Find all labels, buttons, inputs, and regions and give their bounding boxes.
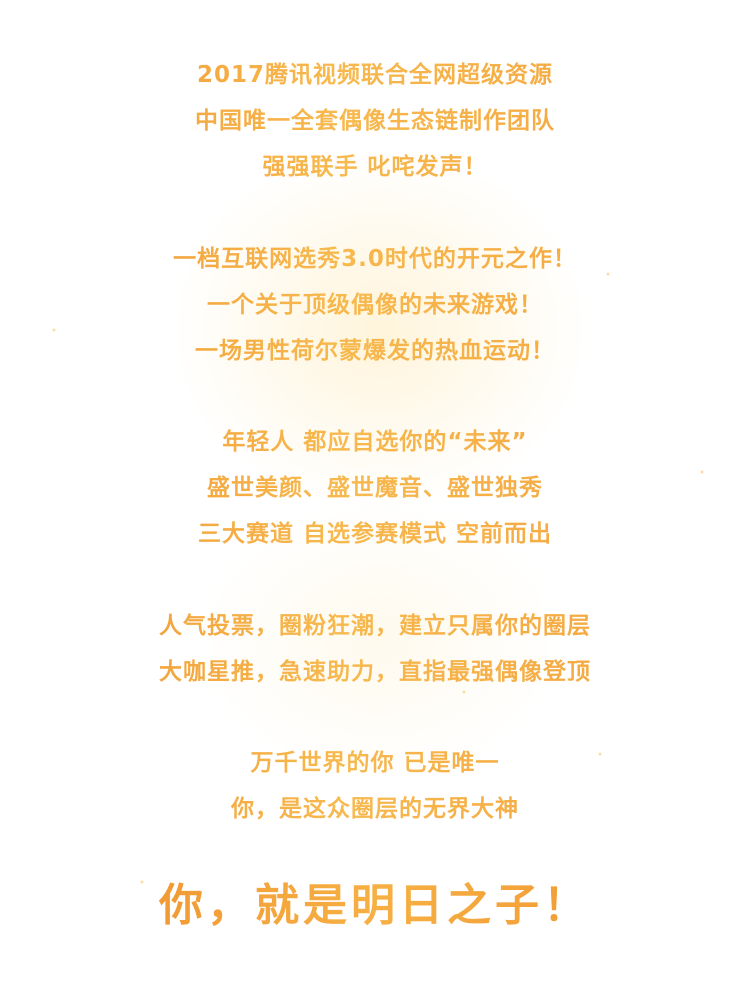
tracks-line-1: 年轻人 都应自选你的“未来” [0,419,750,465]
intro-line-2: 中国唯一全套偶像生态链制作团队 [0,98,750,144]
concept-line-3: 一场男性荷尔蒙爆发的热血运动！ [0,328,750,374]
unique-line-2: 你，是这众圈层的无界大神 [0,786,750,832]
intro-line-3: 强强联手 叱咤发声！ [0,144,750,190]
tracks-section: 年轻人 都应自选你的“未来” 盛世美颜、盛世魔音、盛世独秀 三大赛道 自选参赛模… [0,419,750,557]
concept-line-2: 一个关于顶级偶像的未来游戏！ [0,282,750,328]
slogan-text: 你，就是明日之子！ [0,876,750,936]
unique-line-1: 万千世界的你 已是唯一 [0,740,750,786]
intro-section: 2017腾讯视频联合全网超级资源 中国唯一全套偶像生态链制作团队 强强联手 叱咤… [0,52,750,190]
slogan-section: 你，就是明日之子！ [0,876,750,936]
voting-line-1: 人气投票，圈粉狂潮，建立只属你的圈层 [0,603,750,649]
tracks-line-2: 盛世美颜、盛世魔音、盛世独秀 [0,465,750,511]
concept-section: 一档互联网选秀3.0时代的开元之作！ 一个关于顶级偶像的未来游戏！ 一场男性荷尔… [0,236,750,374]
intro-line-1: 2017腾讯视频联合全网超级资源 [0,52,750,98]
voting-line-2: 大咖星推，急速助力，直指最强偶像登顶 [0,649,750,695]
tracks-line-3: 三大赛道 自选参赛模式 空前而出 [0,511,750,557]
unique-section: 万千世界的你 已是唯一 你，是这众圈层的无界大神 [0,740,750,832]
voting-section: 人气投票，圈粉狂潮，建立只属你的圈层 大咖星推，急速助力，直指最强偶像登顶 [0,603,750,695]
concept-line-1: 一档互联网选秀3.0时代的开元之作！ [0,236,750,282]
